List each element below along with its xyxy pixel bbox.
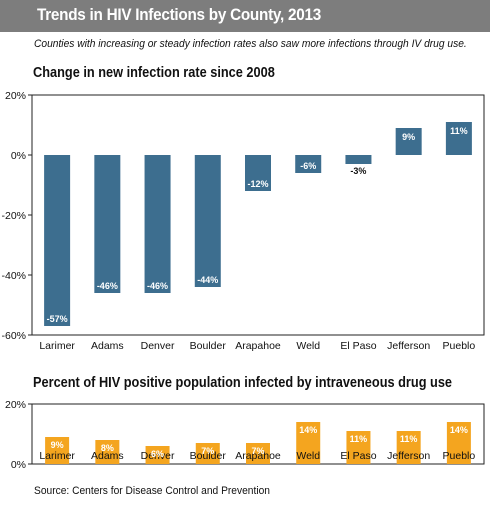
iv-drug-category-label: Weld (296, 450, 320, 462)
iv-drug-data-label: 7% (201, 446, 214, 456)
iv-drug-data-label: 11% (350, 434, 368, 444)
iv-drug-data-label: 11% (400, 434, 418, 444)
iv-drug-ytick-label: 0% (11, 459, 26, 471)
change-rate-data-label: -46% (147, 281, 168, 291)
iv-drug-category-label: Arapahoe (235, 450, 281, 462)
iv-drug-bar (246, 443, 270, 464)
iv-drug-data-label: 7% (251, 446, 264, 456)
change-rate-bar (44, 155, 71, 326)
iv-drug-bar (95, 440, 120, 464)
change-rate-category-label: El Paso (340, 340, 376, 352)
chart2-title: Percent of HIV positive population infec… (33, 375, 453, 391)
change-rate-bar (445, 122, 472, 155)
title-bar: Trends in HIV Infections by County, 2013 (0, 0, 490, 32)
iv-drug-data-label: 14% (299, 425, 317, 435)
source-note: Source: Centers for Disease Control and … (34, 485, 270, 497)
change-rate-data-label: 9% (402, 132, 415, 142)
change-rate-bar (345, 155, 372, 164)
change-rate-data-label: -44% (197, 275, 218, 285)
iv-drug-category-label: Pueblo (443, 450, 476, 462)
iv-drug-category-label: Adams (91, 450, 124, 462)
change-rate-data-label: 11% (450, 126, 468, 136)
change-rate-data-label: -57% (47, 314, 68, 324)
change-rate-category-label: Larimer (39, 340, 75, 352)
change-rate-data-label: -3% (350, 166, 366, 176)
iv-drug-bar (446, 422, 471, 464)
iv-drug-category-label: El Paso (340, 450, 376, 462)
change-rate-category-label: Pueblo (443, 340, 476, 352)
change-rate-ytick-label: 20% (5, 90, 26, 102)
change-rate-bar (245, 155, 271, 191)
change-rate-category-label: Weld (296, 340, 320, 352)
change-rate-bar (395, 128, 422, 155)
iv-drug-bar (396, 431, 421, 464)
chart1-title: Change in new infection rate since 2008 (33, 65, 275, 81)
iv-drug-data-label: 6% (151, 449, 164, 459)
change-rate-bar (144, 155, 171, 293)
change-rate-bar (295, 155, 322, 173)
iv-drug-bar (145, 446, 170, 464)
change-rate-data-label: -6% (300, 161, 316, 171)
change-rate-data-label: -46% (97, 281, 118, 291)
change-rate-category-label: Adams (91, 340, 124, 352)
iv-drug-category-label: Jefferson (387, 450, 430, 462)
change-rate-bar (194, 155, 221, 287)
iv-drug-category-label: Denver (141, 450, 175, 462)
change-rate-ytick-label: -60% (1, 330, 26, 342)
iv-drug-category-label: Boulder (190, 450, 227, 462)
change-rate-category-label: Boulder (190, 340, 227, 352)
iv-drug-bar (195, 443, 220, 464)
iv-drug-data-label: 14% (450, 425, 468, 435)
change-rate-ytick-label: -40% (1, 270, 26, 282)
change-rate-category-label: Jefferson (387, 340, 430, 352)
change-rate-ytick-label: -20% (1, 210, 26, 222)
iv-drug-bar (346, 431, 371, 464)
change-rate-category-label: Arapahoe (235, 340, 281, 352)
change-rate-data-label: -12% (247, 179, 268, 189)
page-title: Trends in HIV Infections by County, 2013 (37, 5, 321, 24)
iv-drug-bar (45, 437, 70, 464)
change-rate-category-label: Denver (141, 340, 175, 352)
iv-drug-ytick-label: 20% (5, 399, 26, 411)
change-rate-bar (94, 155, 121, 293)
iv-drug-data-label: 9% (51, 440, 64, 450)
change-rate-ytick-label: 0% (11, 150, 26, 162)
iv-drug-bar (296, 422, 321, 464)
subtitle: Counties with increasing or steady infec… (34, 38, 467, 50)
iv-drug-category-label: Larimer (39, 450, 75, 462)
iv-drug-data-label: 8% (101, 443, 114, 453)
